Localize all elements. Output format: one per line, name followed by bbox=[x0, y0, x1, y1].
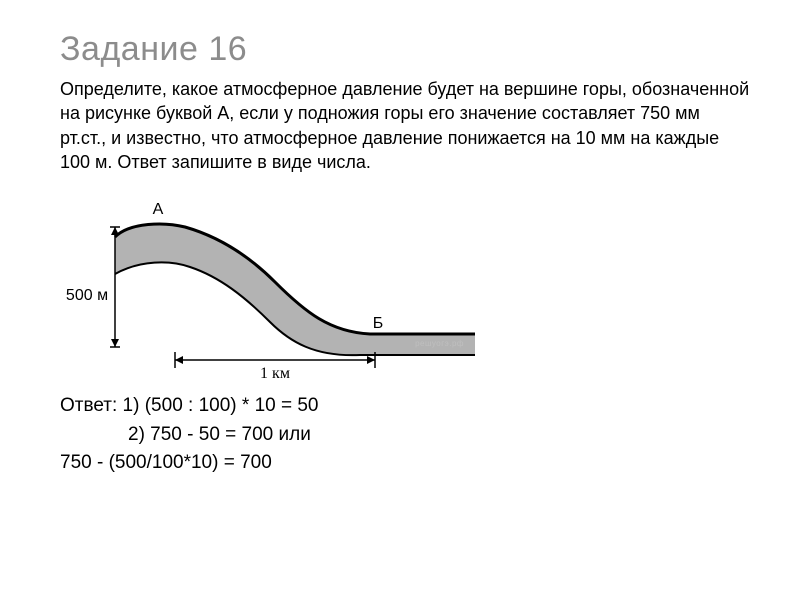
mountain-fill bbox=[115, 224, 475, 355]
problem-text: Определите, какое атмосферное давление б… bbox=[60, 77, 750, 174]
label-a: А bbox=[153, 201, 164, 218]
answer-line-3: 750 - (500/100*10) = 700 bbox=[60, 449, 750, 478]
watermark-text: решуогэ.рф bbox=[415, 339, 464, 348]
distance-arrow-left bbox=[175, 356, 183, 364]
height-label: 500 м bbox=[66, 287, 108, 304]
height-arrow-up bbox=[111, 227, 119, 235]
diagram-svg: 500 м 1 км А Б решуогэ.рф bbox=[60, 182, 500, 382]
answer-line-2: 2) 750 - 50 = 700 или bbox=[60, 421, 750, 450]
answer-block: Ответ: 1) (500 : 100) * 10 = 50 2) 750 -… bbox=[60, 392, 750, 478]
answer-line-1: Ответ: 1) (500 : 100) * 10 = 50 bbox=[60, 392, 750, 421]
label-b: Б bbox=[373, 315, 384, 332]
page-title: Задание 16 bbox=[60, 30, 750, 69]
distance-arrow-right bbox=[367, 356, 375, 364]
page: Задание 16 Определите, какое атмосферное… bbox=[0, 0, 800, 600]
mountain-diagram: 500 м 1 км А Б решуогэ.рф bbox=[60, 182, 750, 382]
height-arrow-down bbox=[111, 339, 119, 347]
distance-label: 1 км bbox=[260, 365, 290, 382]
